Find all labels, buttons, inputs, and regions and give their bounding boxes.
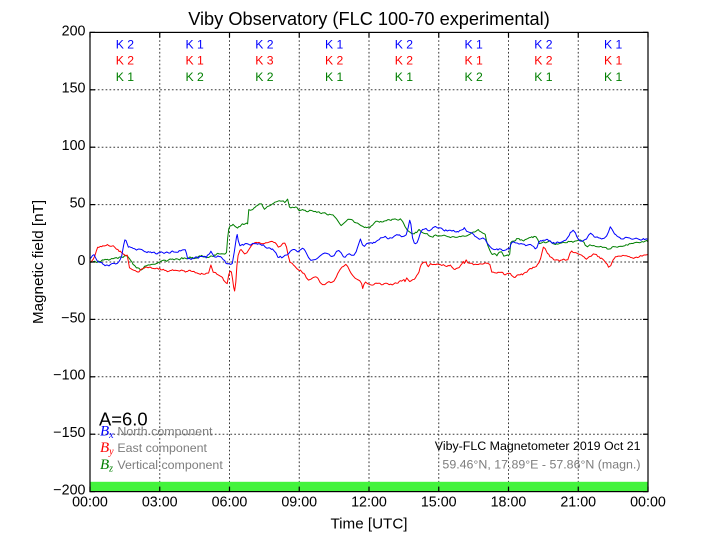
svg-text:Magnetic field [nT]: Magnetic field [nT] xyxy=(30,200,47,324)
svg-text:K 1: K 1 xyxy=(395,70,414,84)
svg-text:00:00: 00:00 xyxy=(72,495,108,511)
svg-text:0: 0 xyxy=(78,253,86,269)
svg-text:K 3: K 3 xyxy=(255,54,274,68)
svg-text:59.46°N, 17.89°E - 57.86°N (ma: 59.46°N, 17.89°E - 57.86°N (magn.) xyxy=(442,458,640,472)
svg-text:Time [UTC]: Time [UTC] xyxy=(330,515,407,532)
svg-text:−200: −200 xyxy=(53,483,85,499)
svg-text:K 2: K 2 xyxy=(185,70,204,84)
svg-text:K 1: K 1 xyxy=(534,70,553,84)
svg-text:Viby-FLC Magnetometer 2019 Oct: Viby-FLC Magnetometer 2019 Oct 21 xyxy=(435,439,641,453)
svg-text:K 1: K 1 xyxy=(604,70,623,84)
svg-text:Viby Observatory (FLC 100-70 e: Viby Observatory (FLC 100-70 experimenta… xyxy=(188,9,550,29)
svg-text:06:00: 06:00 xyxy=(212,495,248,511)
svg-text:K 2: K 2 xyxy=(534,54,553,68)
svg-text:K 2: K 2 xyxy=(116,54,135,68)
svg-text:09:00: 09:00 xyxy=(281,495,317,511)
svg-text:K 1: K 1 xyxy=(604,54,623,68)
svg-text:K 2: K 2 xyxy=(395,37,414,51)
svg-text:K 1: K 1 xyxy=(116,70,135,84)
svg-text:K 2: K 2 xyxy=(255,70,274,84)
svg-text:100: 100 xyxy=(62,138,86,154)
svg-text:K 1: K 1 xyxy=(325,37,344,51)
svg-text:K 2: K 2 xyxy=(255,37,274,51)
svg-text:21:00: 21:00 xyxy=(560,495,596,511)
svg-text:K 1: K 1 xyxy=(464,54,483,68)
svg-text:150: 150 xyxy=(62,81,86,97)
svg-text:K 2: K 2 xyxy=(116,37,135,51)
svg-text:K 2: K 2 xyxy=(325,54,344,68)
svg-text:K 2: K 2 xyxy=(395,54,414,68)
svg-text:200: 200 xyxy=(62,23,86,39)
svg-text:−100: −100 xyxy=(53,368,85,384)
svg-text:−150: −150 xyxy=(53,425,85,441)
svg-text:−50: −50 xyxy=(61,310,85,326)
svg-text:North component: North component xyxy=(117,425,213,439)
svg-text:12:00: 12:00 xyxy=(351,495,387,511)
svg-text:50: 50 xyxy=(70,196,86,212)
svg-text:00:00: 00:00 xyxy=(630,495,666,511)
svg-text:15:00: 15:00 xyxy=(421,495,457,511)
svg-text:K 1: K 1 xyxy=(185,37,204,51)
svg-text:18:00: 18:00 xyxy=(491,495,527,511)
svg-text:K 2: K 2 xyxy=(464,70,483,84)
svg-text:Vertical component: Vertical component xyxy=(117,458,223,472)
svg-text:03:00: 03:00 xyxy=(142,495,178,511)
svg-text:K 1: K 1 xyxy=(325,70,344,84)
svg-text:A=6.0: A=6.0 xyxy=(99,409,148,430)
svg-text:East component: East component xyxy=(117,441,207,455)
svg-text:K 1: K 1 xyxy=(464,37,483,51)
svg-text:K 2: K 2 xyxy=(534,37,553,51)
svg-text:K 1: K 1 xyxy=(604,37,623,51)
svg-text:K 1: K 1 xyxy=(185,54,204,68)
